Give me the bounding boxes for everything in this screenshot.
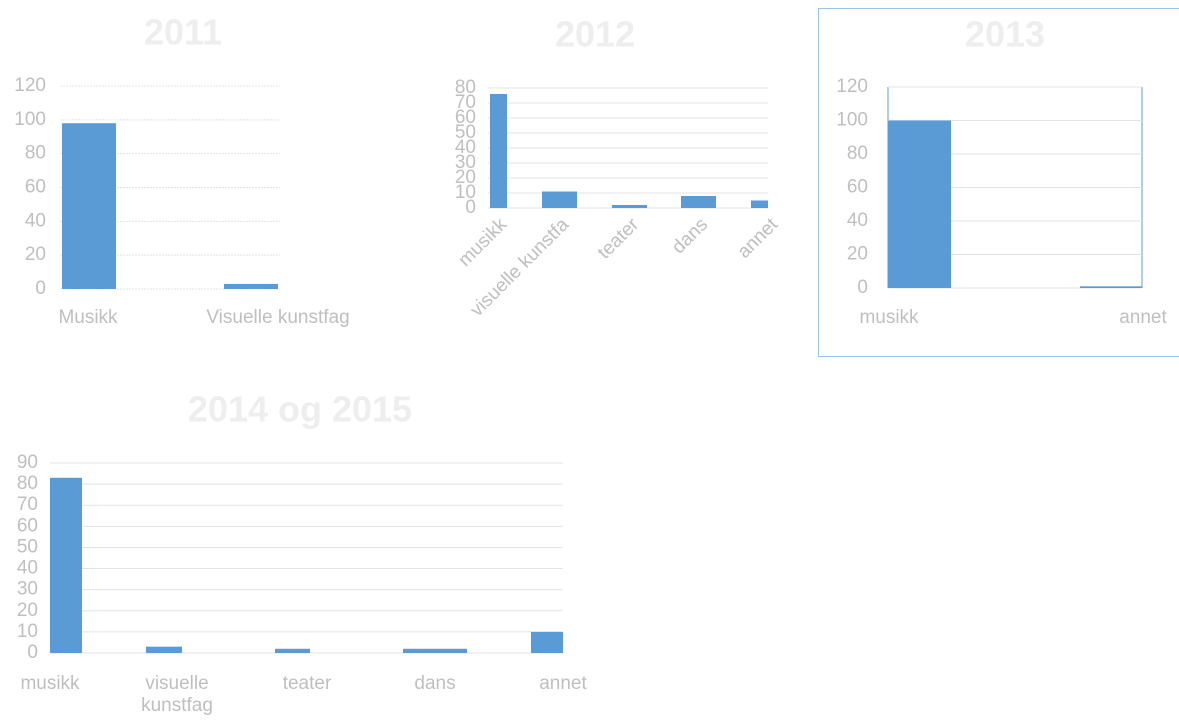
bar [490, 94, 507, 208]
bar [612, 205, 647, 208]
y-tick-label: 80 [17, 473, 38, 494]
bar [403, 648, 467, 653]
chart-title: 2012 [555, 14, 635, 55]
y-tick-label: 0 [35, 278, 46, 299]
y-tick-label: 40 [17, 558, 38, 579]
y-tick-label: 20 [17, 600, 38, 621]
bar [751, 200, 768, 208]
y-tick-label: 10 [17, 621, 38, 642]
x-tick-label: dans [668, 214, 712, 258]
bar [888, 120, 951, 288]
bar [224, 283, 278, 289]
x-tick-label: musikk [859, 307, 919, 328]
x-tick-label: musikk [20, 673, 80, 694]
x-tick-label: annet [539, 673, 587, 694]
y-tick-label: 60 [847, 177, 868, 198]
y-tick-label: 60 [25, 177, 46, 198]
y-tick-label: 80 [455, 77, 476, 98]
y-tick-label: 90 [17, 452, 38, 473]
bar [50, 477, 82, 653]
y-tick-label: 60 [455, 107, 476, 128]
x-tick-label: dans [414, 673, 456, 694]
y-tick-label: 0 [857, 277, 868, 298]
x-tick-label: annet [1119, 307, 1167, 328]
y-tick-label: 70 [455, 92, 476, 113]
y-tick-label: 70 [17, 494, 38, 515]
chart-frame [818, 8, 1179, 357]
y-tick-label: 50 [455, 122, 476, 143]
bar [275, 648, 310, 653]
x-tick-label: Musikk [58, 307, 118, 328]
y-tick-label: 100 [14, 109, 46, 130]
chart-title: 2014 og 2015 [188, 389, 412, 430]
y-tick-label: 80 [847, 143, 868, 164]
y-tick-label: 20 [847, 244, 868, 265]
y-tick-label: 60 [17, 515, 38, 536]
chart-title: 2013 [965, 14, 1045, 55]
bar [531, 631, 563, 653]
y-tick-label: 80 [25, 143, 46, 164]
y-tick-label: 20 [25, 244, 46, 265]
y-tick-label: 120 [836, 76, 868, 97]
y-tick-label: 40 [25, 210, 46, 231]
y-tick-label: 0 [27, 642, 38, 663]
y-tick-label: 120 [14, 75, 46, 96]
y-tick-label: 40 [847, 210, 868, 231]
y-tick-label: 40 [455, 137, 476, 158]
x-tick-label: annet [734, 214, 783, 263]
x-tick-label: visuelle kunstfag [141, 673, 213, 716]
y-tick-label: 0 [465, 197, 476, 218]
x-tick-label: teater [282, 673, 332, 694]
y-tick-label: 30 [17, 579, 38, 600]
bar [542, 191, 577, 208]
bar [146, 646, 182, 653]
y-tick-label: 50 [17, 536, 38, 557]
y-tick-label: 100 [836, 110, 868, 131]
chart-title: 2011 [144, 12, 222, 53]
x-tick-label: Visuelle kunstfag [206, 307, 349, 328]
x-tick-label: musikk [454, 214, 511, 271]
y-tick-label: 10 [455, 182, 476, 203]
bar [1080, 286, 1142, 288]
y-tick-label: 30 [455, 152, 476, 173]
y-tick-label: 20 [455, 167, 476, 188]
bar [62, 123, 116, 289]
bar [681, 196, 716, 208]
x-tick-label: teater [594, 214, 644, 264]
